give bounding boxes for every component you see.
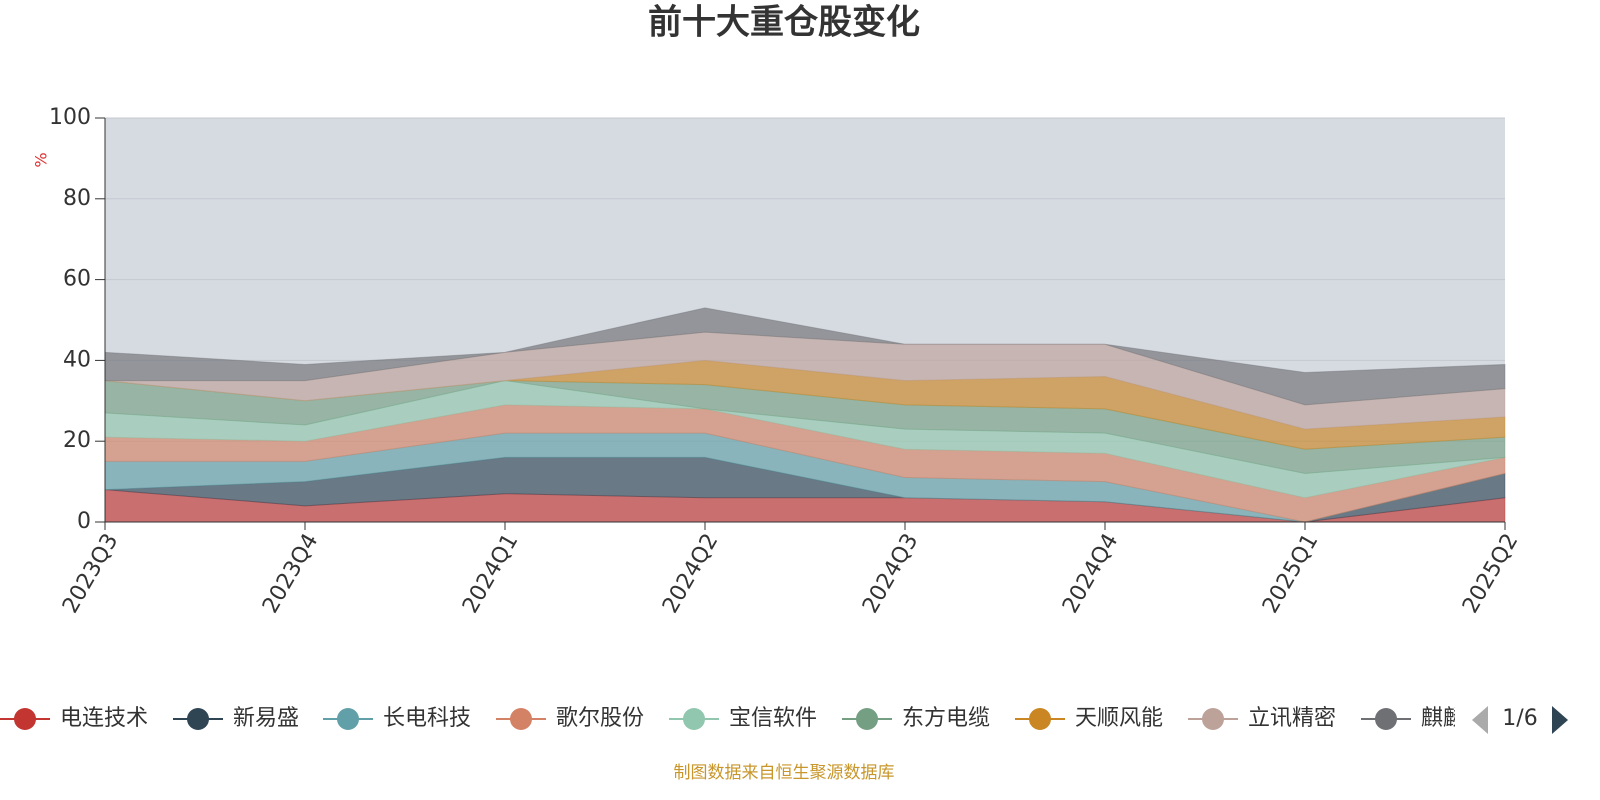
legend-label[interactable]: 长电科技	[383, 706, 471, 731]
area	[104, 307, 1506, 406]
legend-marker	[856, 708, 878, 730]
y-tick-label: 0	[77, 509, 91, 534]
x-tick-label: 2025Q1	[1258, 530, 1323, 618]
legend-label[interactable]: 歌尔股份	[556, 706, 644, 731]
x-tick-label: 2023Q3	[58, 530, 123, 618]
areas	[104, 307, 1506, 523]
legend-marker	[337, 708, 359, 730]
y-tick-label: 40	[63, 347, 91, 372]
x-tick-label: 2024Q3	[858, 530, 923, 618]
legend-marker	[14, 708, 36, 730]
legend-label[interactable]: 东方电缆	[902, 706, 990, 731]
chart-title: 前十大重仓股变化	[648, 3, 920, 43]
legend-next[interactable]	[1552, 706, 1568, 734]
legend: 电连技术 新易盛 长电科技 歌尔股份 宝信软件 东方电缆 天顺风能 立讯精密 麒麟	[0, 706, 1465, 731]
legend-label[interactable]: 新易盛	[233, 706, 299, 731]
y-tick-label: 80	[63, 186, 91, 211]
legend-marker	[1029, 708, 1051, 730]
source-note: 制图数据来自恒生聚源数据库	[674, 763, 895, 783]
x-tick-label: 2024Q1	[458, 530, 523, 618]
legend-marker	[1202, 708, 1224, 730]
legend-marker	[187, 708, 209, 730]
y-tick-label: 100	[49, 105, 91, 130]
legend-label[interactable]: 麒麟	[1421, 706, 1465, 731]
legend-prev[interactable]	[1472, 706, 1488, 734]
legend-label[interactable]: 天顺风能	[1075, 706, 1163, 731]
legend-label[interactable]: 电连技术	[60, 706, 148, 731]
y-unit: %	[32, 152, 51, 167]
x-tick-label: 2024Q4	[1058, 530, 1123, 618]
legend-marker	[1375, 708, 1397, 730]
x-tick-label: 2025Q2	[1458, 530, 1523, 618]
legend-marker	[510, 708, 532, 730]
legend-label[interactable]: 立讯精密	[1248, 706, 1336, 731]
legend-page: 1/6	[1502, 706, 1537, 731]
legend-marker	[683, 708, 705, 730]
legend-label[interactable]: 宝信软件	[729, 706, 817, 731]
y-tick-label: 60	[63, 267, 91, 292]
x-tick-label: 2023Q4	[258, 530, 323, 618]
y-tick-label: 20	[63, 428, 91, 453]
x-tick-label: 2024Q2	[658, 530, 723, 618]
